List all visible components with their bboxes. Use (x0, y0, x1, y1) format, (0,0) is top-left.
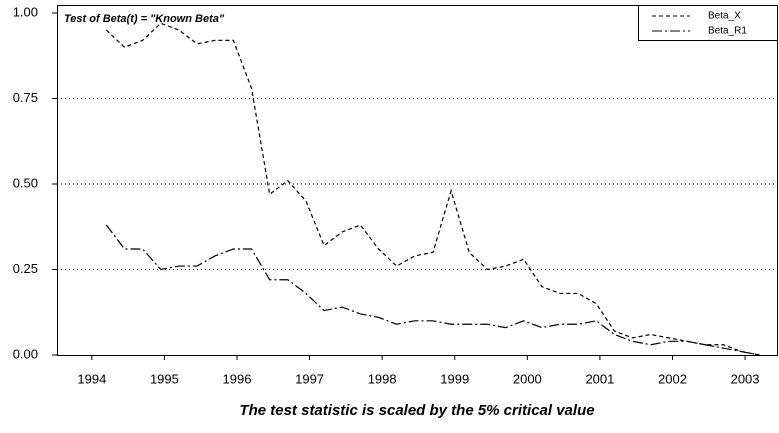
y-tick-label: 0.25 (13, 261, 38, 276)
caption: The test statistic is scaled by the 5% c… (239, 402, 594, 419)
line (105, 22, 760, 356)
legend-label: Beta_X (708, 11, 741, 22)
y-tick-label: 0.00 (13, 346, 38, 361)
x-tick-label: 1999 (440, 371, 469, 386)
x-tick-label: 1996 (223, 371, 252, 386)
y-tick-label: 1.00 (13, 4, 38, 19)
plot-frame (57, 5, 778, 356)
x-tick-label: 1994 (77, 371, 106, 386)
x-tick-label: 2002 (658, 371, 687, 386)
line (105, 224, 760, 356)
chart-title: Test of Beta(t) = "Known Beta" (64, 13, 225, 25)
y-tick-label: 0.75 (13, 90, 38, 105)
x-tick-label: 1995 (150, 371, 179, 386)
y-tick-label: 0.50 (13, 175, 38, 190)
legend-label: Beta_R1 (708, 26, 747, 37)
x-tick-label: 2000 (513, 371, 542, 386)
x-tick-label: 2001 (585, 371, 614, 386)
x-tick-label: 1997 (295, 371, 324, 386)
legend (638, 5, 778, 41)
x-tick-label: 2003 (731, 371, 760, 386)
x-tick-label: 1998 (368, 371, 397, 386)
